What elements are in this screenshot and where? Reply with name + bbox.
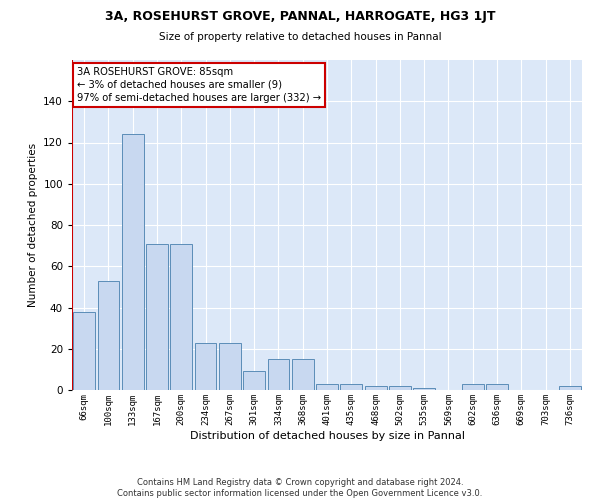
Bar (316, 384, 338, 390)
Bar (462, 384, 484, 390)
Bar (73, 312, 95, 390)
Bar (559, 386, 581, 390)
Bar (486, 384, 508, 390)
Bar (146, 244, 168, 390)
Bar (365, 386, 386, 390)
Bar (97, 280, 119, 390)
Y-axis label: Number of detached properties: Number of detached properties (28, 143, 38, 307)
Text: Size of property relative to detached houses in Pannal: Size of property relative to detached ho… (158, 32, 442, 42)
X-axis label: Distribution of detached houses by size in Pannal: Distribution of detached houses by size … (190, 430, 464, 440)
Text: 3A ROSEHURST GROVE: 85sqm
← 3% of detached houses are smaller (9)
97% of semi-de: 3A ROSEHURST GROVE: 85sqm ← 3% of detach… (77, 66, 321, 103)
Bar (219, 342, 241, 390)
Bar (194, 342, 217, 390)
Bar (413, 388, 435, 390)
Bar (268, 359, 289, 390)
Bar (389, 386, 411, 390)
Bar (170, 244, 192, 390)
Bar (243, 372, 265, 390)
Bar (122, 134, 143, 390)
Bar (292, 359, 314, 390)
Text: Contains HM Land Registry data © Crown copyright and database right 2024.
Contai: Contains HM Land Registry data © Crown c… (118, 478, 482, 498)
Text: 3A, ROSEHURST GROVE, PANNAL, HARROGATE, HG3 1JT: 3A, ROSEHURST GROVE, PANNAL, HARROGATE, … (105, 10, 495, 23)
Bar (340, 384, 362, 390)
